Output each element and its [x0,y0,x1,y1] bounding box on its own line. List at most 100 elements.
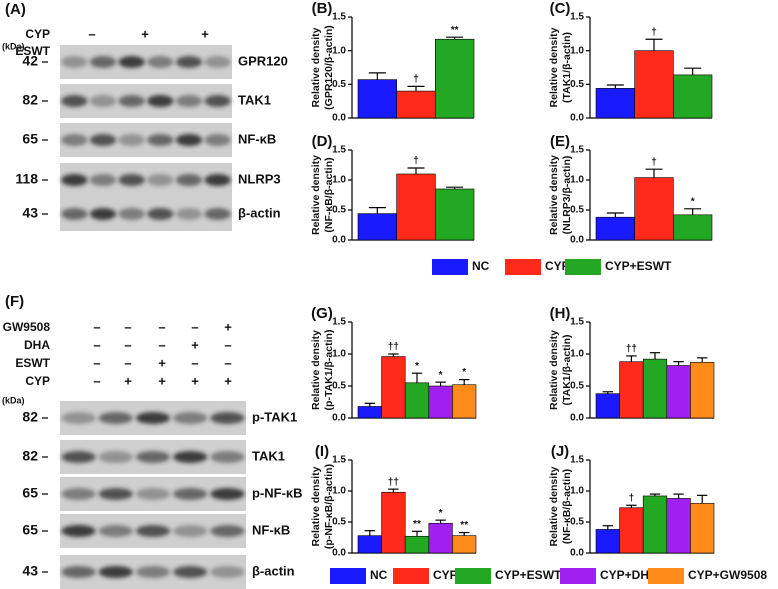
significance-label: † [651,27,657,38]
bar [673,214,713,241]
panel-label: (F) [5,293,24,310]
treatment-sign: + [224,319,232,334]
y-axis-label: (GPR120/β-actin) [323,25,335,110]
treatment-sign: – [191,355,198,370]
y-axis-label: (p-NF-κB/β-actin) [323,464,335,549]
blot-band [175,208,203,220]
protein-label: β-actin [252,563,295,578]
y-axis-label: (p-TAK1/β-actin) [323,330,335,411]
blot-band [98,566,133,578]
significance-label: † [651,157,657,168]
blot-strip [60,84,232,118]
panel-label: (A) [5,1,26,18]
bar [595,88,635,119]
kda-label: 42 [22,53,38,69]
treatment-sign: – [93,337,100,352]
y-axis-label: (TAK1/β-actin) [561,32,573,103]
treatment-label: ESWT [15,44,50,58]
y-tick-label: 1.5 [570,317,584,328]
legend-swatch [648,568,684,584]
blot-band [118,208,145,220]
panel-label: (I) [315,443,329,460]
bar [396,173,436,241]
blot-strip [60,45,232,79]
blot-band [204,134,231,146]
treatment-sign: – [124,337,131,352]
y-axis-label: (TAK1/β-actin) [561,335,573,406]
blot-band [210,412,245,424]
y-tick-label: 1.5 [570,12,584,23]
treatment-label: GW9508 [3,320,51,334]
bar [642,495,668,554]
blot-band [98,412,133,424]
y-tick-label: 0.0 [570,113,584,124]
treatment-sign: + [191,373,199,388]
y-tick-label: 0.5 [332,381,346,392]
significance-label: †† [626,344,637,355]
protein-label: TAK1 [252,448,285,463]
protein-label: p-NF-κB [252,485,303,500]
treatment-sign: – [93,373,100,388]
bar [404,382,430,419]
blot-band [61,208,88,220]
blot-band [61,56,88,68]
blot-band [89,95,117,107]
treatment-sign: + [224,373,232,388]
y-tick-label: 0.5 [570,381,584,392]
bar [619,507,644,554]
bar [435,188,475,241]
significance-label: † [413,74,419,85]
treatment-sign: – [224,355,231,370]
blot-band [89,56,117,68]
bar [404,535,430,554]
blot-band [89,174,117,186]
significance-label: †† [388,342,399,353]
bar [435,38,475,119]
blot-band [61,134,88,146]
blot-band [61,412,96,424]
blot-band [135,412,171,424]
treatment-sign: + [141,26,149,41]
y-axis-label: (NF-κB/β-actin) [323,157,335,232]
panel-label: (G) [311,305,333,322]
legend-swatch [455,568,491,584]
protein-label: NLRP3 [238,171,281,186]
legend-label: NC [370,568,388,582]
y-tick-label: 1.5 [332,145,346,156]
protein-label: GPR120 [238,53,288,68]
blot-band [175,174,203,186]
blot-band [210,566,245,578]
significance-label: * [462,367,466,378]
significance-label: † [629,493,635,504]
panel-label: (C) [550,0,571,17]
bar [381,356,406,419]
y-tick-label: 0.5 [570,205,584,216]
y-tick-label: 0.5 [332,517,346,528]
legend-swatch [330,568,366,584]
bar [452,535,477,554]
blot-band [98,525,133,537]
legend-label: CYP+ESWT [495,568,562,582]
blot-band [173,566,208,578]
bar [428,522,453,554]
y-axis-label: Relative density [548,27,560,107]
treatment-sign: – [224,337,231,352]
y-axis-label: (NF-κB/β-actin) [561,469,573,544]
blot-band [89,134,117,146]
blot-strip [60,163,232,197]
blot-band [61,451,96,463]
treatment-label: CYP [25,27,50,41]
panel-label: (E) [550,133,570,150]
blot-band [147,95,174,107]
y-tick-label: 0.0 [332,235,346,246]
protein-label: NF-κB [252,522,290,537]
bar [381,491,406,554]
y-tick-label: 0.0 [332,113,346,124]
significance-label: * [691,196,695,207]
bar [452,384,477,419]
y-tick-label: 1.0 [332,349,346,360]
kda-label: 65 [22,522,38,538]
legend-label: CYP [545,259,570,273]
significance-label: ** [460,520,468,531]
